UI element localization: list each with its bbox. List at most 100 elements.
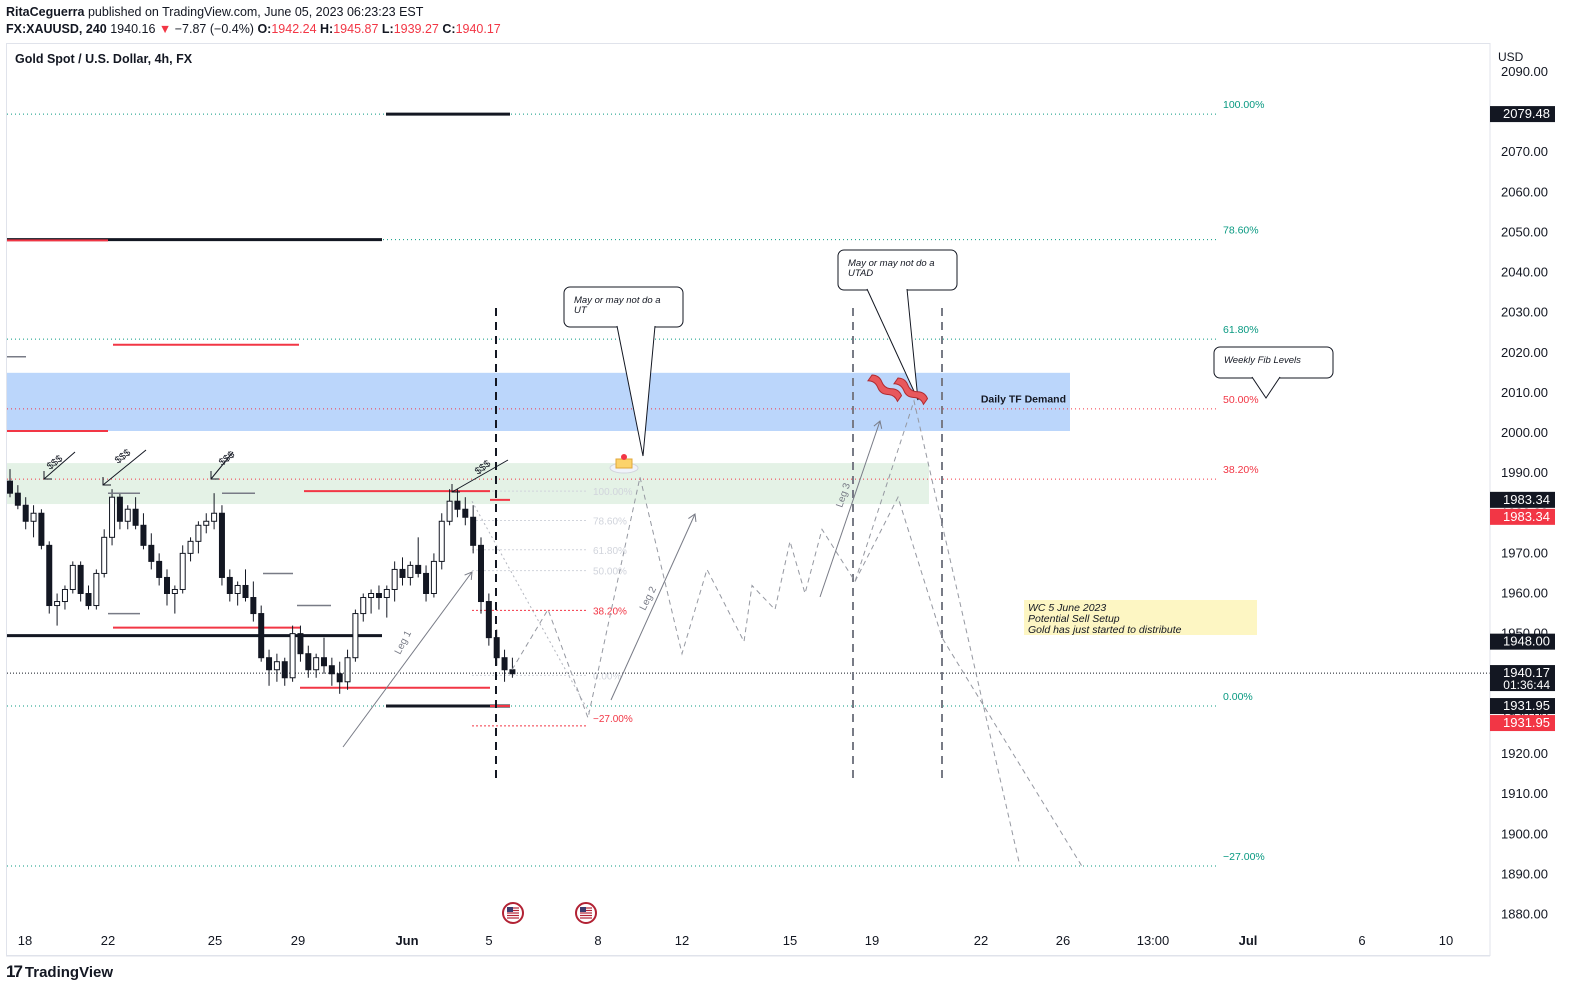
price-badge-value: 1983.34: [1503, 509, 1550, 524]
candle-body[interactable]: [85, 593, 92, 607]
candle-body[interactable]: [218, 512, 225, 578]
candle-body[interactable]: [242, 584, 249, 599]
candle-body[interactable]: [289, 633, 296, 679]
bacon-icon[interactable]: [893, 376, 929, 406]
candle-body[interactable]: [234, 584, 241, 594]
candle-body[interactable]: [430, 560, 437, 595]
candle-body[interactable]: [195, 524, 202, 542]
candle-body[interactable]: [46, 544, 53, 607]
candle-body[interactable]: [423, 572, 430, 594]
utad-callout-text: UTAD: [848, 268, 873, 279]
demand-zone[interactable]: [7, 372, 1070, 431]
price-badge[interactable]: [1490, 491, 1555, 508]
price-badge[interactable]: [1490, 698, 1555, 715]
cake-icon[interactable]: [609, 454, 639, 474]
liquidity-arrow[interactable]: [210, 451, 234, 480]
liquidity-arrow[interactable]: [451, 459, 509, 493]
candle-body[interactable]: [478, 544, 484, 603]
candle-body[interactable]: [321, 657, 327, 667]
candle-body[interactable]: [509, 669, 516, 675]
author-name[interactable]: RitaCeguerra: [6, 5, 85, 19]
supply-zone[interactable]: [7, 463, 929, 505]
projected-path[interactable]: [511, 399, 1021, 867]
liquidity-arrow[interactable]: [43, 451, 76, 480]
candle-body[interactable]: [30, 512, 37, 522]
bacon-icon[interactable]: [867, 373, 903, 403]
candle-body[interactable]: [375, 593, 382, 599]
price-badge[interactable]: [1490, 106, 1555, 123]
candle-body[interactable]: [179, 552, 186, 590]
candle-body[interactable]: [132, 508, 139, 526]
candle-body[interactable]: [485, 601, 492, 639]
candle-body[interactable]: [171, 588, 178, 594]
candle-body[interactable]: [203, 520, 210, 526]
candle-body[interactable]: [360, 597, 367, 615]
candle-body[interactable]: [266, 657, 273, 671]
candle-body[interactable]: [250, 597, 257, 615]
leg-arrow[interactable]: [342, 571, 473, 748]
candle-body[interactable]: [93, 572, 100, 607]
candle-body[interactable]: [109, 496, 116, 538]
candle-body[interactable]: [352, 613, 359, 659]
candle-body[interactable]: [462, 508, 469, 518]
setup-note[interactable]: [1024, 600, 1257, 635]
candle-body[interactable]: [305, 653, 312, 671]
candle-body[interactable]: [328, 665, 335, 675]
candle-body[interactable]: [14, 492, 21, 506]
price-badge[interactable]: [1490, 715, 1555, 732]
candle-body[interactable]: [140, 524, 147, 546]
candle-body[interactable]: [470, 516, 477, 546]
candle-body[interactable]: [501, 657, 508, 671]
tradingview-logo[interactable]: 17 TradingView: [6, 962, 113, 982]
candle-body[interactable]: [211, 512, 218, 522]
candle-body[interactable]: [77, 564, 84, 594]
candle-body[interactable]: [391, 568, 398, 590]
candle-body[interactable]: [148, 544, 155, 562]
candle-body[interactable]: [368, 593, 375, 599]
candle-body[interactable]: [164, 576, 170, 595]
candle-body[interactable]: [344, 657, 351, 683]
candle-body[interactable]: [61, 588, 68, 603]
candle-body[interactable]: [38, 512, 45, 546]
price-badge[interactable]: [1490, 633, 1555, 650]
us-flag-event-icon[interactable]: [502, 902, 524, 924]
leg-arrow[interactable]: [819, 420, 881, 598]
candle-body[interactable]: [407, 564, 414, 578]
time-tick-label: 29: [291, 933, 305, 948]
candle-body[interactable]: [336, 673, 343, 683]
candle-body[interactable]: [22, 504, 29, 522]
candle-body[interactable]: [297, 633, 304, 655]
weekly-fib-label: 61.80%: [1223, 324, 1259, 336]
symbol-label[interactable]: FX:XAUUSD, 240: [6, 22, 107, 36]
candle-body[interactable]: [281, 661, 288, 679]
candle-body[interactable]: [273, 661, 280, 671]
price-tick-label: 2000.00: [1501, 425, 1548, 440]
open-label: O:: [257, 22, 272, 36]
price-badge[interactable]: [1490, 508, 1555, 525]
liquidity-arrow[interactable]: [102, 449, 147, 486]
candle-body[interactable]: [383, 588, 390, 599]
price-badge[interactable]: [1490, 665, 1555, 692]
candle-body[interactable]: [101, 536, 108, 574]
candle-body[interactable]: [156, 560, 163, 578]
candle-body[interactable]: [226, 576, 233, 595]
publish-line: RitaCeguerra published on TradingView.co…: [6, 4, 501, 21]
projected-path-alt[interactable]: [854, 495, 1083, 867]
candle-body[interactable]: [124, 508, 131, 522]
candle-body[interactable]: [446, 500, 453, 522]
candle-body[interactable]: [7, 480, 13, 494]
leg-arrow[interactable]: [610, 513, 696, 701]
candle-body[interactable]: [116, 496, 123, 522]
candle-body[interactable]: [187, 540, 194, 554]
candle-body[interactable]: [313, 657, 320, 671]
candle-body[interactable]: [69, 564, 76, 590]
time-tick-label: Jul: [1239, 933, 1258, 948]
candle-body[interactable]: [258, 613, 265, 659]
us-flag-event-icon[interactable]: [575, 902, 597, 924]
candle-body[interactable]: [438, 520, 445, 562]
candle-body[interactable]: [399, 568, 406, 578]
candle-body[interactable]: [415, 564, 422, 574]
candle-body[interactable]: [454, 500, 461, 510]
candle-body[interactable]: [54, 601, 61, 607]
